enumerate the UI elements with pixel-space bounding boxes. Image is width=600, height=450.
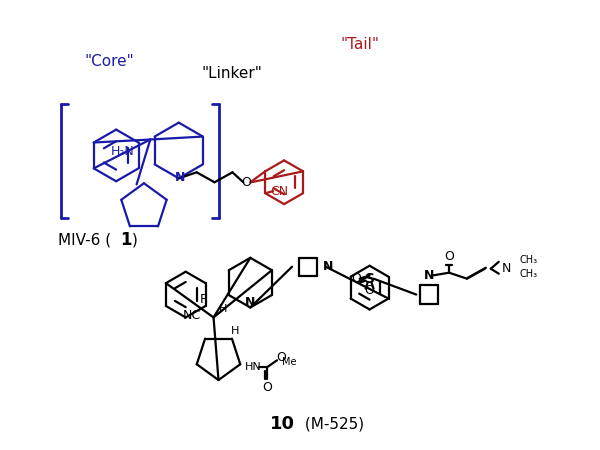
Text: "Core": "Core" [85,54,134,68]
Text: N: N [424,269,434,282]
Text: O: O [365,284,374,297]
Text: O: O [262,381,272,394]
Text: O: O [352,272,362,285]
Text: N: N [245,296,256,309]
Text: O: O [241,176,251,189]
Text: CH₃: CH₃ [520,255,538,265]
Text: (M-525): (M-525) [300,416,364,431]
Text: HN: HN [245,362,262,372]
Text: N: N [502,262,511,275]
Text: MIV-6 (: MIV-6 ( [58,232,111,248]
Text: S: S [365,272,374,286]
Text: F: F [200,292,207,306]
Text: H: H [231,326,239,336]
Text: ): ) [132,232,138,248]
Text: CH₃: CH₃ [520,269,538,279]
Text: NC: NC [182,309,201,322]
Text: O: O [276,351,286,364]
Text: "Tail": "Tail" [340,36,379,52]
Text: H₂N: H₂N [110,145,134,158]
Text: Me: Me [281,357,296,367]
Text: H: H [219,305,227,315]
Text: N: N [323,260,333,273]
Text: N: N [175,171,185,184]
Text: "Linker": "Linker" [202,67,263,81]
Text: O: O [444,250,454,263]
Text: 1: 1 [121,231,132,249]
Text: CN: CN [270,184,288,198]
Text: 10: 10 [270,415,295,433]
